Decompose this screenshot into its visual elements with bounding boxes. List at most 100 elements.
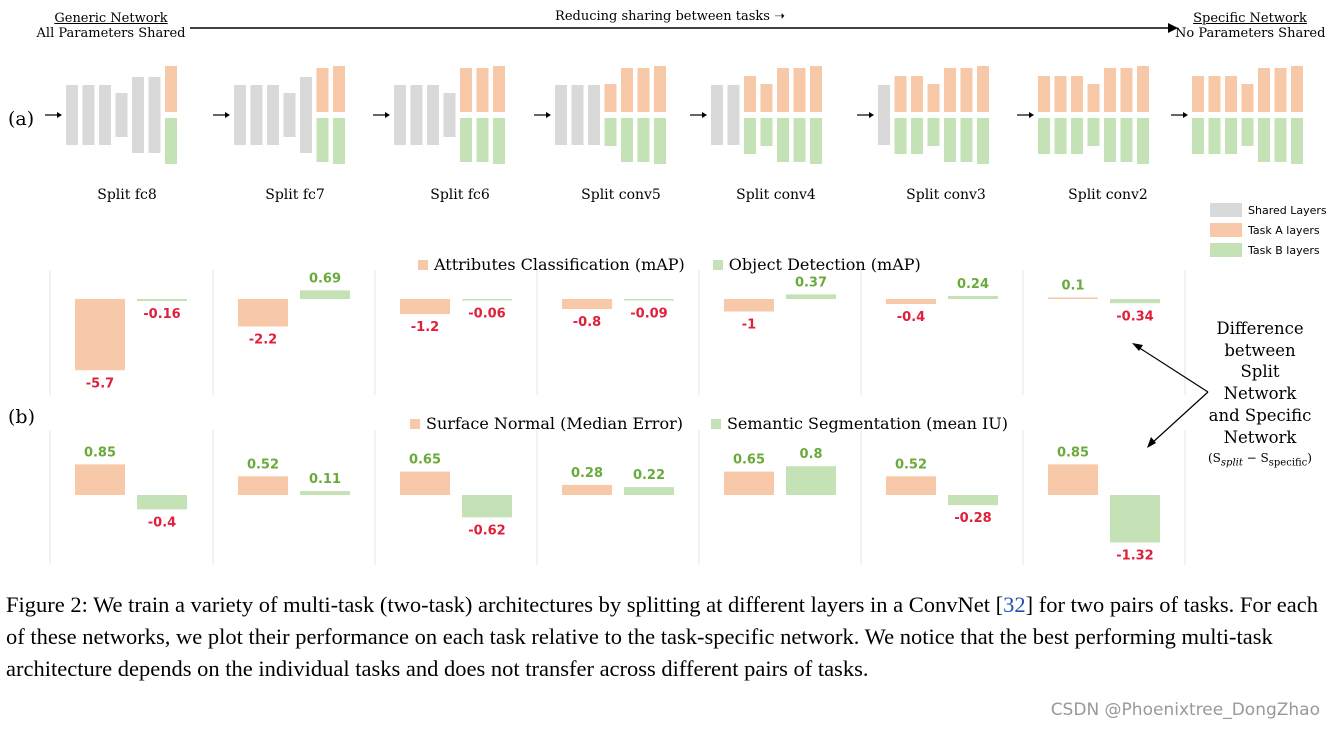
bar-value-label: -5.7 (86, 376, 114, 391)
task-a-layer (1274, 68, 1287, 112)
split-label-fc7: Split fc7 (265, 187, 325, 203)
bar-value-label: 0.24 (957, 277, 989, 292)
legend-task-a-label: Task A layers (1248, 223, 1320, 237)
task-b-layer (1208, 118, 1221, 154)
shared-layer (66, 85, 78, 145)
task-a-layer (476, 68, 489, 112)
bar-value-label: -1.32 (1116, 549, 1153, 564)
shared-layer (267, 85, 279, 145)
split-label-conv2: Split conv2 (1068, 187, 1148, 203)
caption-citation-link[interactable]: 32 (1003, 592, 1026, 617)
task-a-layer (810, 66, 822, 112)
bar (1110, 495, 1160, 543)
legend-shared: Shared Layers (1210, 200, 1327, 220)
bar (948, 296, 998, 299)
task-b-layer (621, 118, 633, 162)
shared-layer (588, 85, 600, 145)
chart2-legend-swatch-a (410, 418, 420, 429)
bar-value-label: 0.1 (1061, 279, 1084, 294)
bar-value-label: -2.2 (249, 333, 277, 348)
bar-value-label: 0.69 (309, 271, 341, 286)
input-arrowhead (1029, 112, 1034, 118)
bar-value-label: -1 (742, 318, 756, 333)
chart2-legend-a: Surface Normal (Median Error) (426, 414, 683, 433)
note-line-5: and Specific (1208, 405, 1312, 425)
csdn-watermark: CSDN @Phoenixtree_DongZhao (1050, 700, 1320, 720)
bar (948, 495, 998, 506)
task-b-layer (911, 118, 923, 154)
shared-layer (300, 77, 312, 153)
shared-layer (410, 85, 423, 145)
arrow-to-top-chart (1137, 346, 1209, 393)
bar (300, 290, 350, 299)
note-line-2: between (1224, 340, 1296, 360)
bar-value-label: -0.4 (148, 515, 176, 530)
sharing-arrow-label: Reducing sharing between tasks ➝ (520, 9, 820, 24)
note-arrows (1132, 343, 1209, 448)
bar-value-label: -0.09 (630, 307, 667, 322)
specific-network-header: Specific Network No Parameters Shared (1175, 11, 1325, 41)
network-diagram (213, 66, 345, 164)
bar-value-label: -0.34 (1116, 309, 1153, 324)
task-a-layer (1038, 76, 1050, 112)
arrow-to-bottom-chart (1151, 391, 1209, 444)
sharing-arrow-text: Reducing sharing between tasks (555, 9, 770, 24)
network-diagram (1171, 66, 1303, 164)
split-label-fc8: Split fc8 (97, 187, 157, 203)
task-b-layer (793, 118, 806, 162)
task-a-layer (744, 76, 756, 112)
input-arrowhead (225, 112, 230, 118)
task-b-layer (1274, 118, 1287, 162)
bar-value-label: 0.65 (409, 453, 441, 468)
task-a-layer (621, 68, 633, 112)
bar-value-label: 0.85 (1057, 445, 1089, 460)
input-arrowhead (385, 112, 390, 118)
task-b-swatch (1210, 243, 1242, 257)
task-a-layer (333, 66, 345, 112)
bar (137, 495, 187, 510)
bar-value-label: -0.8 (573, 315, 601, 330)
bar (562, 299, 612, 309)
legend-shared-label: Shared Layers (1248, 203, 1327, 217)
arrowhead-bottom (1147, 437, 1156, 448)
caption-suffix: ] for two pairs of tasks. For each of th… (6, 592, 1319, 681)
shared-layer (711, 85, 723, 145)
shared-layer (443, 93, 456, 137)
bar-value-label: -0.16 (143, 307, 180, 322)
bar-charts: -5.7 -2.2 -1.2 -0.8 -1 -0.4 0.1 -0.16 0.69 -0.06 -… (49, 270, 1209, 565)
task-b-layer (637, 118, 650, 162)
task-b-layer (744, 118, 756, 154)
bar (624, 299, 674, 301)
specific-network-subtitle: No Parameters Shared (1175, 26, 1326, 41)
task-a-layer (1104, 68, 1116, 112)
task-b-layer (1241, 118, 1254, 146)
task-a-layer (777, 68, 789, 112)
bar (462, 299, 512, 301)
shared-layer (427, 85, 439, 145)
bar (786, 466, 836, 495)
task-a-layer (793, 68, 806, 112)
bar (462, 495, 512, 518)
task-b-layer (927, 118, 940, 146)
task-b-layer (1054, 118, 1067, 154)
bar-value-label: -0.62 (468, 523, 505, 538)
task-b-layer (1104, 118, 1116, 162)
task-a-layer (604, 84, 617, 112)
chart1-legend-swatch-a (418, 259, 428, 270)
figure-caption: Figure 2: We train a variety of multi-ta… (6, 589, 1326, 685)
network-diagram (857, 66, 989, 164)
task-a-layer (960, 68, 973, 112)
split-label-fc6: Split fc6 (430, 187, 490, 203)
bar (75, 299, 125, 371)
bar-value-label: 0.28 (571, 466, 603, 481)
note-line-4: Network (1223, 384, 1297, 404)
chart1-legend-a: Attributes Classification (mAP) (434, 255, 685, 274)
task-a-layer (1258, 68, 1270, 112)
task-a-layer (493, 66, 505, 112)
input-arrowhead (869, 112, 874, 118)
bar-value-label: -1.2 (411, 320, 439, 335)
bar (238, 299, 288, 327)
sharing-arrow (190, 23, 1178, 33)
task-a-layer (1071, 76, 1083, 112)
network-diagrams (45, 66, 1303, 164)
